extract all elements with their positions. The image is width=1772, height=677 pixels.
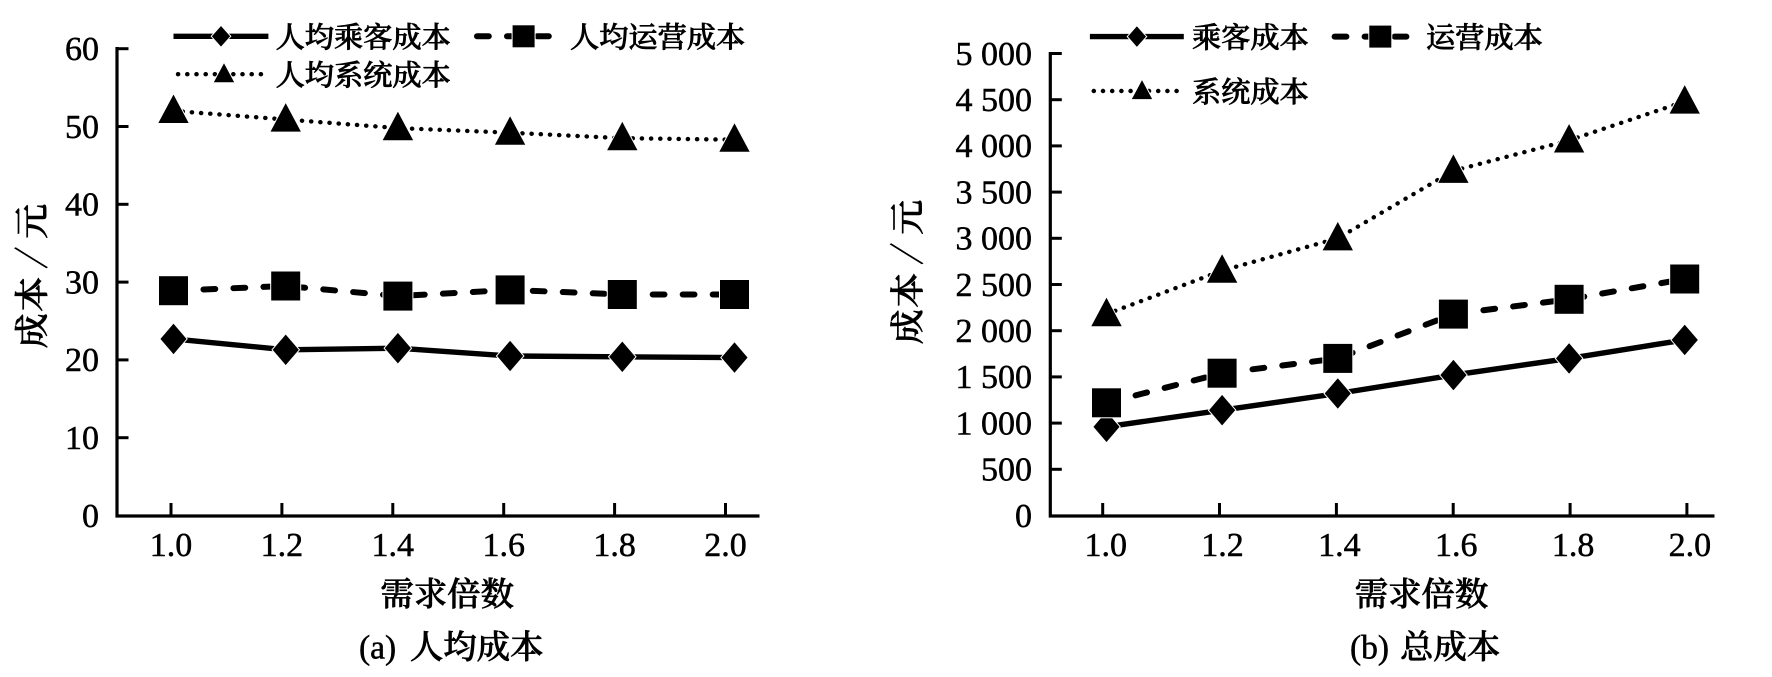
svg-text:0: 0 [1015,498,1032,535]
svg-text:2 500: 2 500 [956,267,1033,304]
svg-text:1.8: 1.8 [593,527,636,564]
svg-text:60: 60 [65,31,99,68]
svg-text:1 500: 1 500 [956,359,1033,396]
svg-text:10: 10 [65,420,99,457]
svg-text:3 500: 3 500 [956,174,1033,211]
svg-text:1.2: 1.2 [261,527,304,564]
svg-text:2.0: 2.0 [704,527,747,564]
svg-text:50: 50 [65,109,99,146]
svg-text:3 000: 3 000 [956,221,1033,258]
svg-text:1.0: 1.0 [150,527,193,564]
svg-text:2 000: 2 000 [956,313,1033,350]
svg-text:40: 40 [65,187,99,224]
svg-text:(b): (b) [1350,630,1389,667]
svg-text:1.6: 1.6 [482,527,525,564]
svg-text:20: 20 [65,342,99,379]
svg-text:1.0: 1.0 [1084,527,1127,564]
svg-text:5 000: 5 000 [956,36,1033,73]
svg-text:0: 0 [82,498,99,535]
svg-text:1.8: 1.8 [1552,527,1595,564]
svg-text:1.2: 1.2 [1201,527,1244,564]
svg-text:1.4: 1.4 [372,527,415,564]
svg-text:1 000: 1 000 [956,405,1033,442]
svg-text:4 500: 4 500 [956,82,1033,119]
svg-text:(a): (a) [359,630,396,667]
svg-text:1.4: 1.4 [1318,527,1361,564]
svg-text:30: 30 [65,264,99,301]
svg-text:2.0: 2.0 [1669,527,1712,564]
svg-text:4 000: 4 000 [956,128,1033,165]
svg-text:500: 500 [981,452,1032,489]
svg-text:1.6: 1.6 [1435,527,1478,564]
